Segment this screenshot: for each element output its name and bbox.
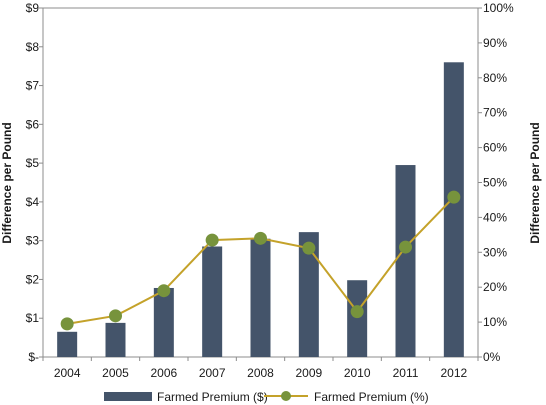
left-axis-title: Difference per Pound (0, 122, 14, 243)
right-tick-label: 30% (483, 245, 507, 259)
right-tick-label: 90% (483, 36, 507, 50)
left-tick-label: $9 (26, 1, 40, 15)
x-tick-label: 2008 (247, 366, 274, 380)
x-tick-label: 2009 (295, 366, 322, 380)
right-tick-label: 100% (483, 1, 514, 15)
right-tick-label: 80% (483, 71, 507, 85)
x-tick-label: 2011 (393, 366, 419, 380)
legend-line-marker (281, 391, 291, 401)
legend-item-bar: Farmed Premium ($) (104, 390, 268, 404)
right-tick-label: 60% (483, 141, 507, 155)
x-axis-ticks: 2004 2005 2006 2007 2008 2009 2010 2011 2012 (42, 357, 479, 380)
bar-2012 (443, 62, 464, 358)
bar-2009 (298, 232, 319, 357)
left-tick-label: $7 (26, 79, 40, 93)
right-axis-title: Difference per Pound (528, 122, 542, 243)
x-tick-label: 2005 (102, 366, 129, 380)
line-series (60, 190, 461, 331)
percent-point-2006 (157, 284, 171, 298)
right-axis-ticks: 0% 10% 20% 30% 40% 50% 60% 70% 80% 90% 100% (478, 1, 514, 364)
bar-2008 (250, 238, 271, 357)
bar-series (57, 62, 464, 358)
left-tick-label: $3 (26, 234, 40, 248)
bar-2011 (395, 165, 416, 357)
x-tick-label: 2010 (344, 366, 371, 380)
right-tick-label: 50% (483, 176, 507, 190)
right-tick-label: 20% (483, 280, 507, 294)
left-tick-label: $6 (26, 117, 40, 131)
percent-point-2008 (254, 231, 267, 245)
percent-point-2012 (447, 190, 461, 204)
right-tick-label: 0% (483, 350, 501, 364)
legend-line-label: Farmed Premium (%) (314, 390, 429, 404)
x-tick-label: 2007 (199, 366, 226, 380)
percent-point-2004 (60, 317, 74, 331)
bar-2007 (202, 246, 223, 357)
right-tick-label: 10% (483, 315, 507, 329)
bar-2004 (57, 331, 78, 357)
percent-point-2010 (350, 305, 364, 319)
bar-2006 (153, 287, 174, 357)
left-tick-label: $2 (26, 272, 40, 286)
legend-item-line: Farmed Premium (%) (264, 390, 429, 404)
percent-point-2011 (399, 240, 412, 254)
percent-point-2005 (109, 309, 122, 323)
percent-point-2007 (205, 233, 219, 247)
x-tick-label: 2012 (440, 366, 467, 380)
left-tick-label: $4 (26, 195, 40, 209)
legend-bar-swatch (104, 392, 152, 401)
left-axis-ticks: $- $1 $2 $3 $4 $5 $6 $7 $8 $9 (26, 1, 43, 364)
left-tick-label: $1 (26, 311, 40, 325)
left-tick-label: $- (28, 350, 39, 364)
left-tick-label: $5 (26, 156, 40, 170)
x-tick-label: 2004 (54, 366, 81, 380)
legend-bar-label: Farmed Premium ($) (157, 390, 268, 404)
bar-2010 (347, 280, 368, 357)
right-tick-label: 70% (483, 106, 507, 120)
x-tick-label: 2006 (150, 366, 177, 380)
right-tick-label: 40% (483, 210, 507, 224)
percent-point-2009 (302, 241, 316, 255)
left-tick-label: $8 (26, 40, 40, 54)
legend: Farmed Premium ($) Farmed Premium (%) (104, 390, 429, 404)
bar-2005 (105, 322, 126, 357)
